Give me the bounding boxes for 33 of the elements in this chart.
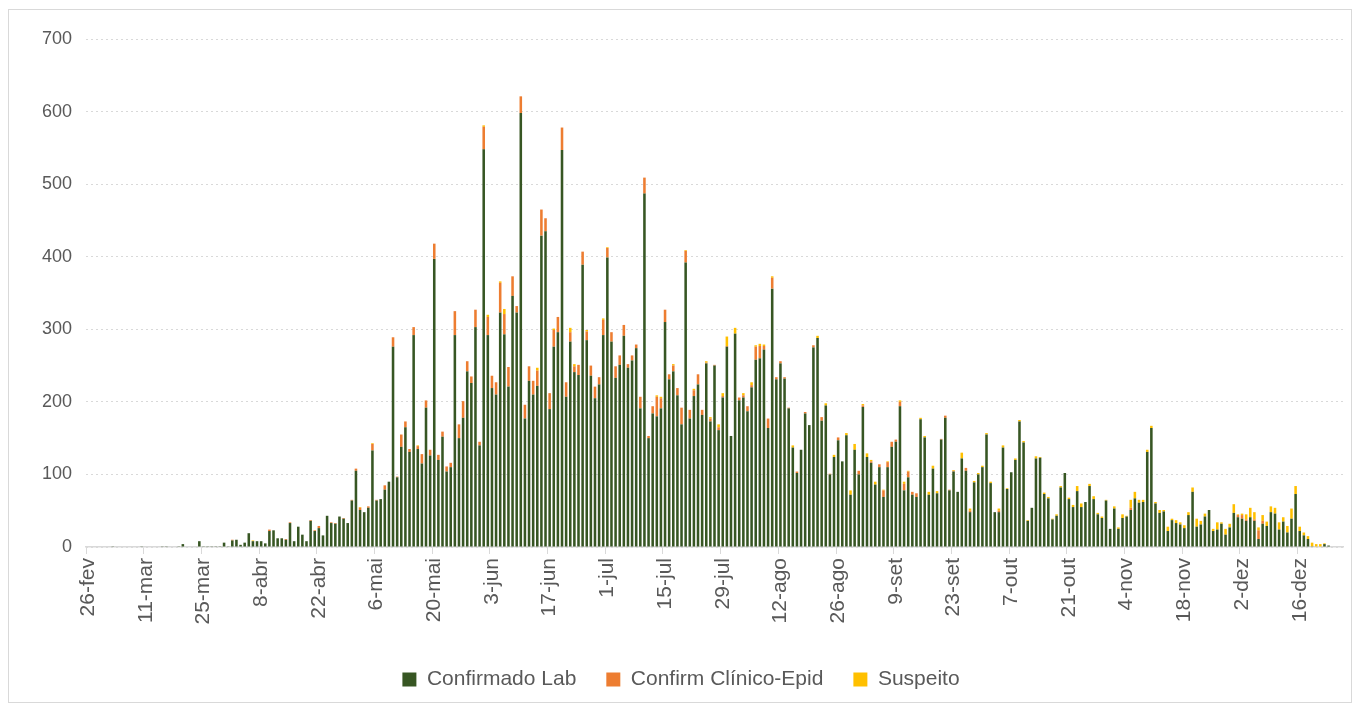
x-tick-label: 9-set (882, 557, 906, 605)
y-tick-label: 0 (61, 535, 72, 556)
x-tick-label: 8-abr (247, 558, 271, 608)
x-tick-label: 23-set (940, 557, 964, 617)
x-tick-label: 26-fev (74, 557, 98, 617)
x-tick-label: 25-mar (190, 558, 214, 625)
x-tick-label: 6-mai (363, 558, 387, 611)
x-tick-label: 20-mai (421, 558, 445, 623)
y-tick-label: 200 (41, 390, 72, 411)
x-tick-label: 1-jul (594, 558, 618, 598)
x-tick-label: 3-jun (478, 558, 502, 605)
x-tick-label: 4-nov (1113, 557, 1137, 611)
x-tick-label: 17-jun (536, 558, 560, 617)
x-tick-label: 15-jul (651, 558, 675, 610)
x-tick-label: 2-dez (1228, 558, 1252, 611)
x-tick-label: 21-out (1055, 557, 1079, 618)
x-tick-label: 29-jul (709, 558, 733, 610)
y-tick-label: 400 (41, 245, 72, 266)
x-tick-label: 11-mar (132, 558, 156, 623)
y-tick-label: 700 (41, 27, 72, 48)
legend-label: Confirmado Lab (426, 666, 577, 690)
x-tick-label: 26-ago (824, 558, 848, 624)
y-tick-label: 500 (41, 173, 72, 194)
legend-label: Suspeito (877, 666, 960, 690)
x-tick-label: 12-ago (767, 558, 791, 624)
x-tick-label: 16-dez (1286, 558, 1310, 623)
y-tick-label: 300 (41, 318, 72, 339)
x-tick-label: 18-nov (1171, 557, 1195, 623)
x-tick-label: 7-out (998, 557, 1022, 606)
x-tick-label: 22-abr (305, 557, 329, 619)
y-tick-label: 100 (41, 463, 72, 484)
y-tick-label: 600 (41, 100, 72, 121)
legend-label: Confirm Clínico-Epid (630, 666, 824, 690)
